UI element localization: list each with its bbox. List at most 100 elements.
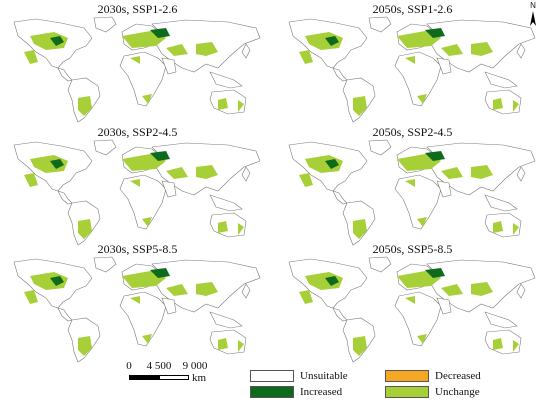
map-panel-2030s-ssp245: 2030s, SSP2-4.5	[0, 123, 275, 251]
landmass-central-america	[332, 307, 348, 322]
habitat-unchange-patch	[166, 284, 188, 296]
legend-label-unsuitable: Unsuitable	[300, 370, 348, 382]
legend-swatch-increased	[250, 386, 294, 398]
habitat-unchange-patch	[78, 96, 92, 116]
landmass-greenland	[93, 256, 117, 273]
landmass-africa	[394, 291, 442, 347]
habitat-unchange-patch	[405, 56, 415, 64]
habitat-unchange-patch	[513, 340, 519, 352]
habitat-increased-patch	[150, 28, 170, 38]
habitat-unchange-patch	[441, 284, 463, 296]
legend-label-increased: Increased	[300, 386, 343, 398]
landmass-arabia	[436, 180, 452, 198]
world-map	[13, 256, 261, 363]
north-arrow: N	[526, 1, 540, 28]
habitat-increased-patch	[425, 151, 445, 161]
habitat-unchange-patch	[130, 56, 140, 64]
habitat-increased-patch	[325, 36, 339, 46]
north-arrow-icon	[530, 11, 536, 26]
habitat-unchange-patch	[493, 338, 503, 350]
landmass-central-america	[57, 307, 73, 322]
world-map	[13, 139, 261, 246]
habitat-unchange-patch	[142, 217, 152, 227]
habitat-unchange-patch	[405, 179, 415, 187]
map-panel-2050s-ssp126: 2050s, SSP1-2.6 N	[275, 0, 550, 128]
landmass-central-america	[57, 190, 73, 205]
landmass-se-asia-islands	[484, 194, 518, 212]
map-panel-2050s-ssp245: 2050s, SSP2-4.5	[275, 123, 550, 251]
landmass-greenland	[93, 139, 117, 156]
habitat-unchange-patch	[24, 50, 38, 64]
habitat-unchange-patch	[24, 173, 38, 187]
habitat-increased-patch	[50, 276, 64, 286]
habitat-increased-patch	[50, 36, 64, 46]
landmass-japan	[241, 43, 251, 59]
habitat-unchange-patch	[196, 42, 218, 56]
landmass-arabia	[436, 57, 452, 75]
landmass-central-america	[332, 67, 348, 82]
habitat-unchange-patch	[353, 219, 367, 239]
panel-title: 2030s, SSP2-4.5	[97, 125, 178, 139]
legend-label-unchange: Unchange	[435, 386, 480, 398]
habitat-unchange-patch	[353, 96, 367, 116]
habitat-unchange-patch	[166, 44, 188, 56]
legend-label-decreased: Decreased	[435, 370, 481, 382]
habitat-unchange-patch	[24, 290, 38, 304]
landmass-greenland	[368, 256, 392, 273]
scale-segment-white	[159, 375, 189, 380]
landmass-japan	[241, 283, 251, 299]
habitat-unchange-patch	[493, 221, 503, 233]
landmass-central-america	[57, 67, 73, 82]
habitat-unchange-patch	[471, 282, 493, 296]
habitat-unchange-patch	[471, 165, 493, 179]
legend-unchange: Unchange	[385, 386, 480, 398]
landmass-africa	[119, 51, 167, 107]
legend-swatch-unsuitable	[250, 370, 294, 382]
habitat-unchange-patch	[166, 167, 188, 179]
landmass-se-asia-islands	[484, 311, 518, 329]
landmass-greenland	[93, 16, 117, 33]
landmass-se-asia-islands	[209, 311, 243, 329]
habitat-increased-patch	[150, 151, 170, 161]
legend-swatch-decreased	[385, 370, 429, 382]
scale-tick-0: 0	[126, 360, 132, 372]
habitat-increased-patch	[150, 268, 170, 278]
panel-title: 2030s, SSP1-2.6	[97, 2, 178, 16]
landmass-arabia	[161, 297, 177, 315]
habitat-increased-patch	[425, 28, 445, 38]
habitat-unchange-patch	[196, 165, 218, 179]
landmass-japan	[516, 43, 526, 59]
habitat-unchange-patch	[493, 98, 503, 110]
scale-unit: km	[192, 372, 207, 384]
habitat-unchange-patch	[130, 296, 140, 304]
panel-title: 2050s, SSP5-8.5	[372, 242, 453, 256]
landmass-japan	[516, 166, 526, 182]
habitat-unchange-patch	[417, 334, 427, 344]
landmass-japan	[516, 283, 526, 299]
habitat-unchange-patch	[218, 338, 228, 350]
map-panel-2030s-ssp585: 2030s, SSP5-8.5	[0, 240, 275, 368]
habitat-unchange-patch	[299, 290, 313, 304]
habitat-unchange-patch	[441, 44, 463, 56]
landmass-greenland	[368, 16, 392, 33]
panel-title: 2030s, SSP5-8.5	[97, 242, 178, 256]
map-panel-2050s-ssp585: 2050s, SSP5-8.5	[275, 240, 550, 368]
habitat-unchange-patch	[238, 223, 244, 235]
legend-decreased: Decreased	[385, 370, 481, 382]
habitat-unchange-patch	[417, 217, 427, 227]
scale-bar: 0 4 500 9 000 km	[118, 360, 288, 390]
landmass-central-america	[332, 190, 348, 205]
habitat-unchange-patch	[299, 50, 313, 64]
scale-tick-9000: 9 000	[182, 360, 208, 372]
habitat-unchange-patch	[471, 42, 493, 56]
scale-tick-4500: 4 500	[146, 360, 172, 372]
habitat-increased-patch	[325, 159, 339, 169]
panel-title: 2050s, SSP1-2.6	[372, 2, 453, 16]
habitat-unchange-patch	[513, 100, 519, 112]
habitat-unchange-patch	[417, 94, 427, 104]
habitat-unchange-patch	[218, 221, 228, 233]
habitat-unchange-patch	[78, 219, 92, 239]
world-map	[288, 16, 536, 123]
habitat-unchange-patch	[405, 296, 415, 304]
habitat-increased-patch	[425, 268, 445, 278]
